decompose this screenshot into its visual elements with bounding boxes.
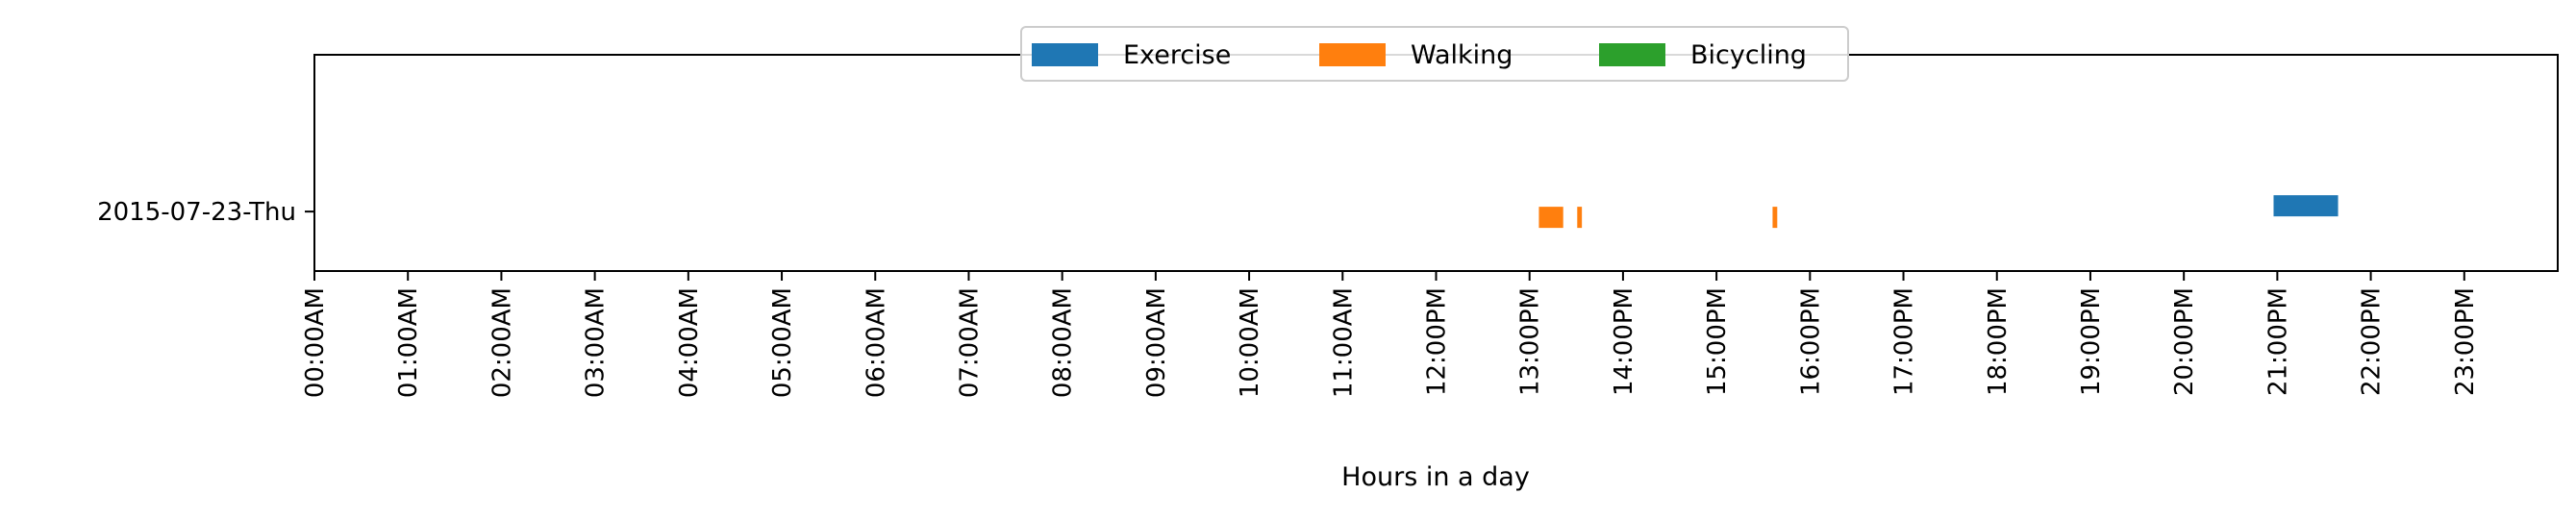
x-tick-label: 03:00AM (582, 287, 611, 398)
x-axis: 00:00AM 01:00AM 02:00AM 03:00AM 04:00AM 05:00… (301, 271, 2480, 398)
x-axis-label: Hours in a day (1341, 462, 1530, 492)
interval-bars (1538, 195, 2338, 229)
legend-swatch-exercise (1032, 43, 1098, 66)
x-tick-label: 23:00PM (2451, 287, 2480, 396)
x-tick-label: 09:00AM (1142, 287, 1171, 398)
x-tick-label: 12:00PM (1423, 287, 1452, 396)
x-tick-label: 16:00PM (1796, 287, 1825, 396)
x-tick-label: 17:00PM (1890, 287, 1919, 396)
x-tick-label: 18:00PM (1984, 287, 2013, 396)
legend-label-bicycling: Bicycling (1690, 40, 1807, 70)
y-axis: 2015-07-23-Thu (97, 198, 314, 227)
x-tick-label: 21:00PM (2263, 287, 2292, 396)
x-tick-label: 06:00AM (862, 287, 890, 398)
legend: Exercise Walking Bicycling (1020, 26, 1849, 82)
x-tick-label: 02:00AM (488, 287, 516, 398)
legend-swatch-bicycling (1599, 43, 1665, 66)
legend-label-walking: Walking (1411, 40, 1513, 70)
x-tick-label: 10:00AM (1236, 287, 1264, 398)
x-tick-label: 01:00AM (394, 287, 423, 398)
x-tick-label: 00:00AM (301, 287, 330, 398)
interval-bar-walking (1577, 207, 1583, 229)
x-tick-label: 14:00PM (1610, 287, 1638, 396)
x-tick-label: 19:00PM (2077, 287, 2106, 396)
x-tick-label: 08:00AM (1049, 287, 1078, 398)
legend-label-exercise: Exercise (1123, 40, 1231, 70)
x-tick-label: 05:00AM (768, 287, 797, 398)
x-tick-label: 07:00AM (955, 287, 984, 398)
x-tick-label: 13:00PM (1516, 287, 1545, 396)
plot-area (314, 55, 2558, 271)
x-tick-label: 22:00PM (2358, 287, 2387, 396)
interval-bar-walking (1538, 207, 1563, 229)
x-tick-label: 11:00AM (1329, 287, 1358, 398)
x-tick-label: 04:00AM (675, 287, 704, 398)
y-tick-label: 2015-07-23-Thu (97, 198, 296, 227)
legend-swatch-walking (1319, 43, 1386, 66)
legend-frame (1020, 26, 1849, 82)
x-tick-label: 20:00PM (2170, 287, 2199, 396)
interval-bar-exercise (2273, 195, 2338, 217)
interval-bar-walking (1772, 207, 1778, 229)
x-tick-label: 15:00PM (1703, 287, 1732, 396)
